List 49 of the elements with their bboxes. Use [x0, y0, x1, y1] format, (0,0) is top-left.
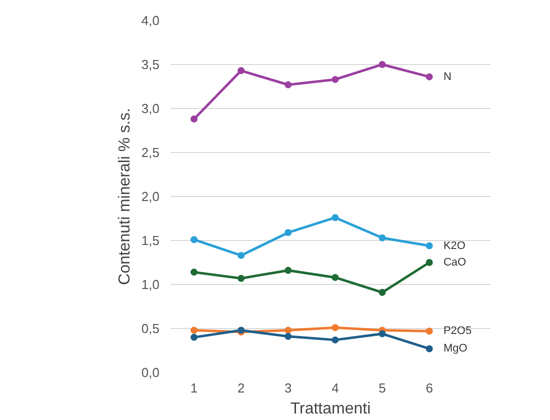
point: [378, 330, 386, 338]
point: [238, 252, 245, 259]
x-tick-label: 5: [378, 380, 386, 396]
series-label: K2O: [443, 240, 466, 252]
y-tick-label: 1,0: [141, 277, 160, 292]
point: [426, 259, 433, 266]
point: [190, 236, 198, 244]
point: [332, 214, 339, 222]
x-tick-label: 4: [332, 380, 339, 396]
point: [378, 288, 386, 296]
point: [284, 332, 292, 340]
y-tick-label: 0,0: [141, 365, 160, 380]
x-tick-label: 1: [190, 380, 198, 396]
point: [378, 61, 386, 68]
y-axis-title: Contenuti minerali % s.s.: [116, 108, 134, 285]
point: [426, 328, 433, 335]
series-label: N: [443, 70, 452, 83]
x-axis-title: Trattamenti: [290, 400, 371, 418]
series-label: MgO: [443, 342, 468, 355]
point: [332, 76, 339, 83]
y-tick-label: 3,0: [141, 101, 160, 116]
x-tick-label: 3: [284, 380, 292, 396]
point: [426, 73, 433, 80]
series-label: CaO: [443, 256, 467, 268]
point: [238, 274, 245, 282]
point: [332, 336, 339, 344]
point: [284, 266, 292, 274]
point: [284, 81, 292, 88]
series-label: P2O5: [443, 325, 472, 338]
point: [190, 116, 198, 123]
point: [190, 326, 198, 334]
point: [238, 67, 245, 74]
point: [378, 234, 386, 242]
point: [426, 345, 433, 352]
point: [284, 229, 292, 236]
x-tick-label: 6: [426, 380, 433, 396]
point: [190, 268, 198, 276]
y-tick-label: 0,5: [141, 321, 160, 336]
x-tick-label: 2: [237, 380, 245, 396]
y-tick-label: 2,0: [141, 189, 160, 204]
y-tick-label: 3,5: [141, 57, 160, 72]
point: [332, 274, 339, 281]
point: [426, 242, 433, 250]
point: [190, 334, 198, 341]
point: [332, 324, 339, 332]
y-tick-label: 1,5: [141, 233, 160, 248]
y-tick-label: 4,0: [141, 13, 160, 28]
y-tick-label: 2,5: [141, 145, 160, 160]
point: [284, 326, 292, 334]
